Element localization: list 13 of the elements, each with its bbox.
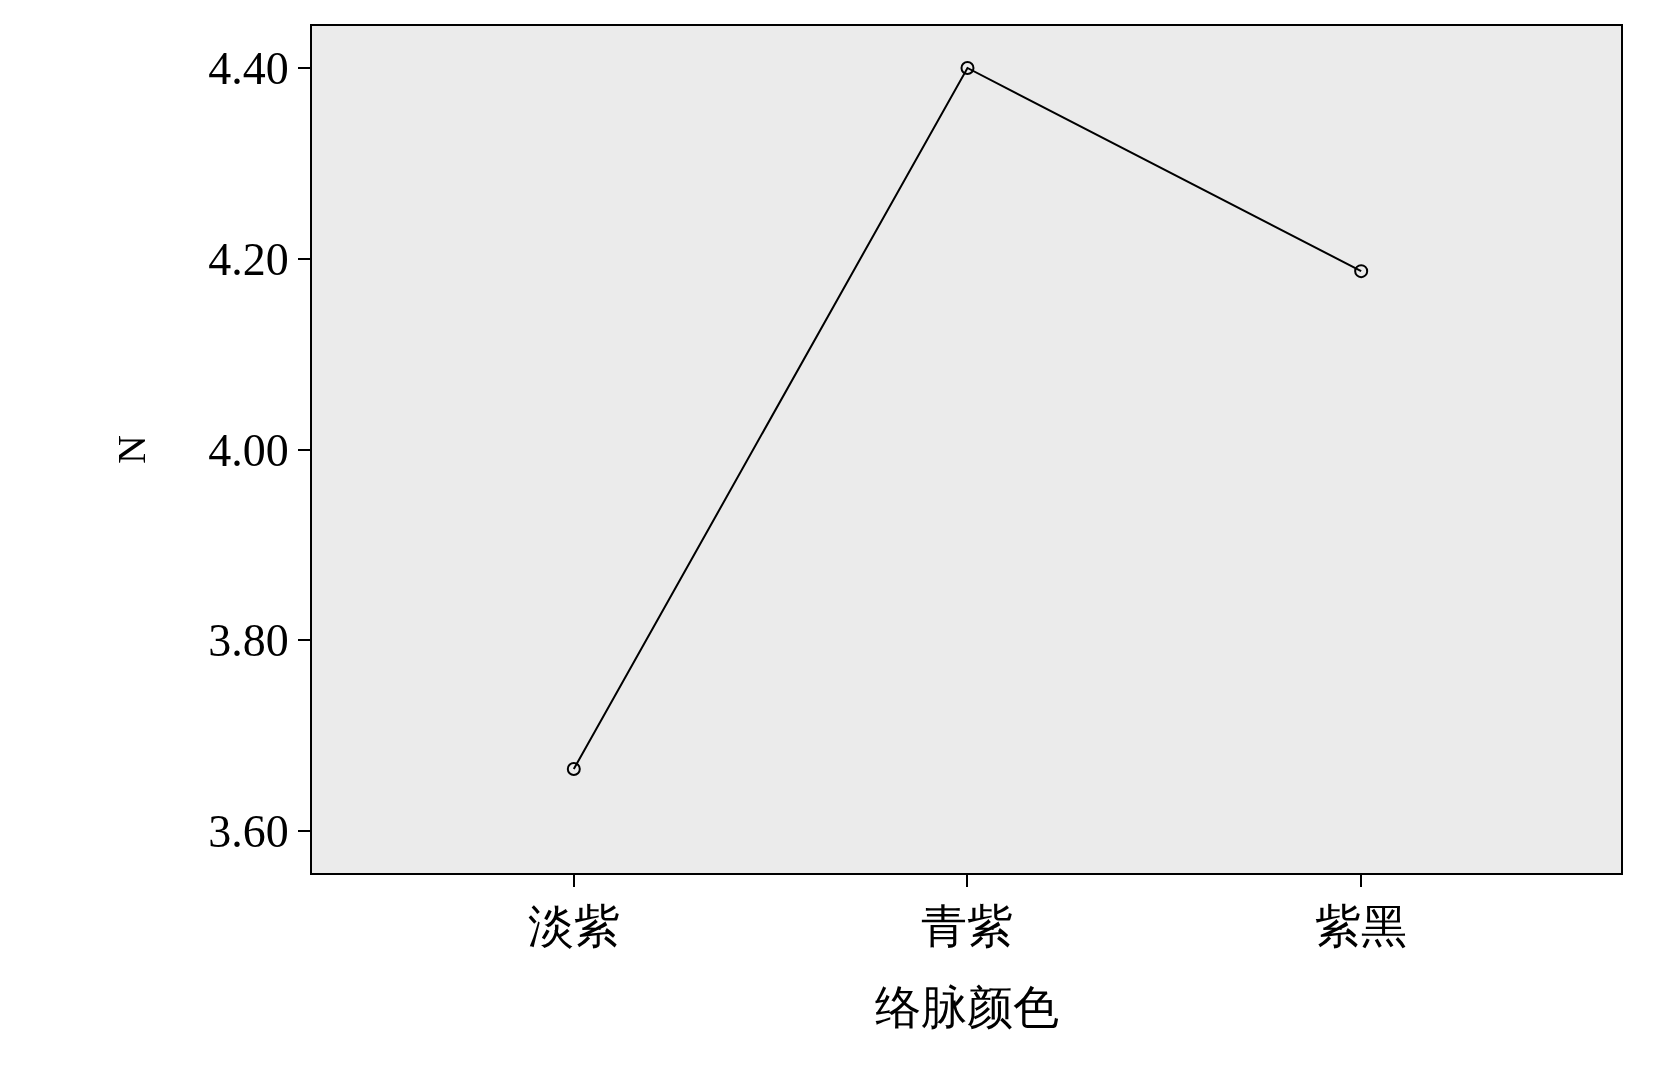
x-tick-label: 青紫 [921,901,1014,953]
x-tick-label: 淡紫 [527,901,620,953]
y-tick-label: 3.80 [208,615,289,667]
y-tick-label: 4.00 [208,424,289,476]
x-tick-label: 紫黑 [1315,901,1408,953]
y-tick-label: 4.40 [208,43,289,95]
point [1354,264,1369,279]
y-tick-label: 3.60 [208,806,289,858]
y-axis-title: N [109,435,155,464]
point [566,762,581,777]
point [960,60,975,75]
x-axis-title: 络脉颜色 [874,982,1059,1034]
y-tick-label: 4.20 [208,233,289,285]
